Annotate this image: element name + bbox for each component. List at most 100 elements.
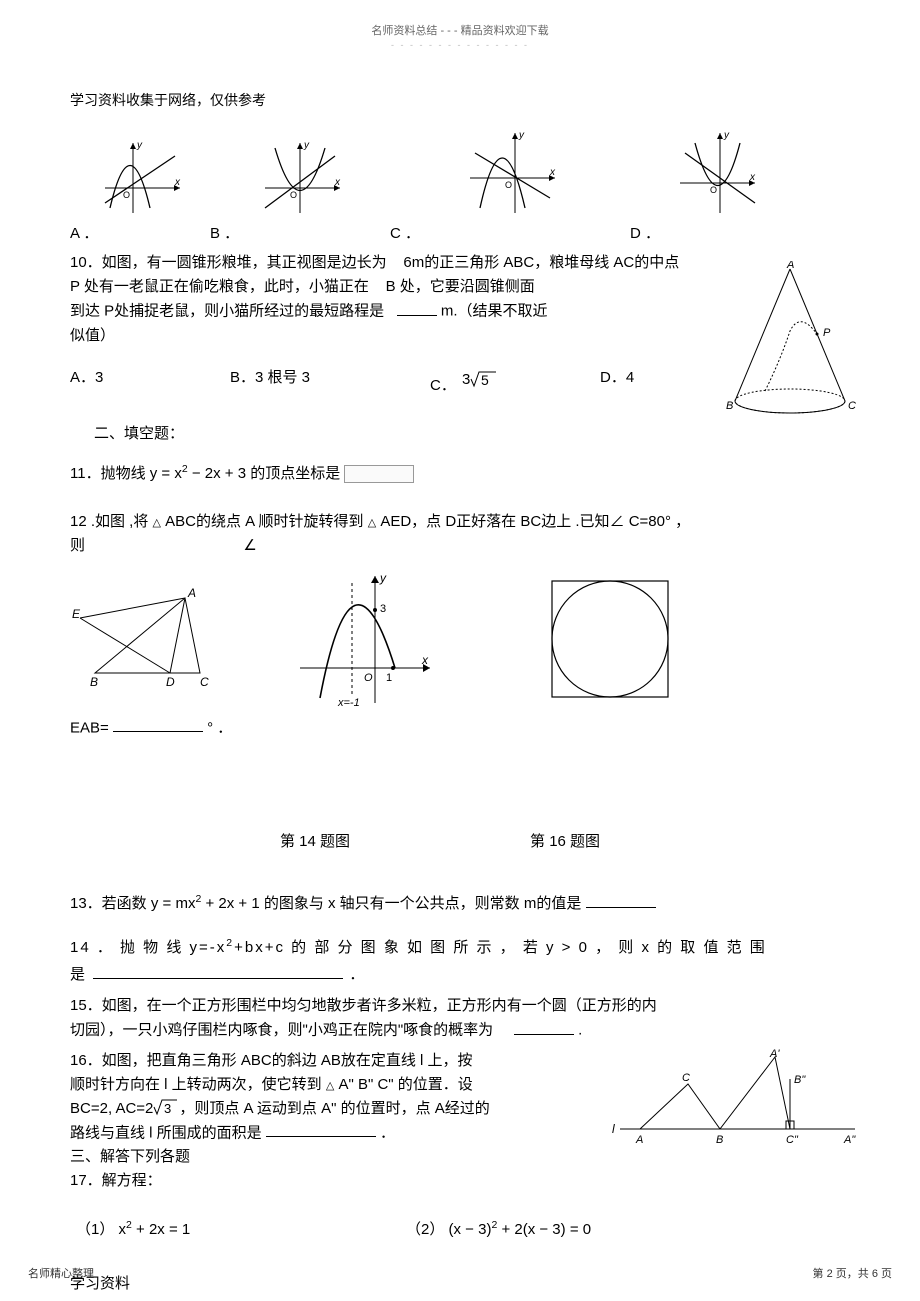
figure-labels-row: 第 14 题图 第 16 题图	[70, 830, 850, 851]
q15-l1: 15．如图，在一个正方形围栏中均匀地散步者许多米粒，正方形内有一个圆（正方形的内	[70, 997, 657, 1014]
svg-text:B": B"	[794, 1074, 806, 1086]
svg-text:B: B	[716, 1134, 723, 1146]
svg-text:E: E	[72, 607, 81, 621]
q10-l3b: m.（结果不取近	[441, 303, 548, 320]
q16-blank	[266, 1121, 376, 1138]
q17-eq2: （2） (x − 3)2 + 2(x − 3) = 0	[406, 1217, 591, 1242]
q10-opt-a: A．3	[70, 366, 230, 398]
question-13: 13．若函数 y = mx2 + 2x + 1 的图象与 x 轴只有一个公共点，…	[70, 891, 850, 916]
q14-l1a: 14 ． 抛 物 线 y=-x	[70, 939, 226, 956]
q17-eq1-suf: + 2x = 1	[132, 1221, 190, 1238]
q9-option-c: x y O C ．	[390, 128, 630, 243]
q13-pre: 13．若函数 y = mx	[70, 895, 195, 912]
q16-l2a: 顺时针方向在 l 上转动两次，使它转到	[70, 1076, 322, 1093]
q10-opt-c: C． 35	[430, 366, 600, 398]
q12-eab: EAB= ° ．	[70, 716, 850, 741]
q10-blank	[397, 299, 437, 316]
q12-eab-pre: EAB=	[70, 719, 113, 736]
graph-a-icon: x y O	[95, 138, 185, 218]
q9-option-a: x y O A ．	[70, 138, 210, 243]
svg-text:1: 1	[386, 672, 392, 684]
svg-text:x: x	[334, 177, 341, 188]
question-15: 15．如图，在一个正方形围栏中均匀地散步者许多米粒，正方形内有一个圆（正方形的内…	[70, 994, 850, 1043]
q15-l2a: 切园），一只小鸡仔围栏内啄食，则"小鸡正在院内"啄食的概率为	[70, 1022, 493, 1039]
question-11: 11．抛物线 y = x2 − 2x + 3 的顶点坐标是	[70, 461, 850, 486]
graph-b-icon: x y O	[255, 138, 345, 218]
svg-text:O: O	[290, 190, 297, 200]
svg-text:C: C	[682, 1072, 690, 1084]
q9-label-a: A ．	[70, 222, 98, 243]
q11-blank	[344, 465, 414, 483]
q14-blank	[93, 963, 343, 980]
q11-mid: − 2x + 3 的顶点坐标是	[188, 465, 345, 482]
question-10: 10．如图，有一圆锥形粮堆，其正视图是边长为 6m的正三角形 ABC，粮堆母线 …	[70, 251, 850, 398]
rolling-triangle-icon: l A B C A' B" C" A"	[610, 1049, 860, 1149]
svg-text:A: A	[635, 1134, 643, 1146]
q16-l4a: 路线与直线 l 所围成的面积是	[70, 1124, 266, 1141]
q14-suf: ．	[349, 966, 366, 983]
q12-blank	[113, 716, 203, 733]
question-12: 12 .如图 ,将 △ ABC的绕点 A 顺时针旋转得到 △ AED，点 D正好…	[70, 510, 850, 741]
graph-c-icon: x y O	[460, 128, 560, 218]
q14-l1b: +bx+c 的 部 分 图 象 如 图 所 示 ， 若 y > 0 ， 则 x …	[234, 939, 767, 956]
q17-eq1-pre: （1） x	[76, 1221, 126, 1238]
svg-text:A: A	[786, 261, 794, 271]
q17-eq2-pre: （2） (x − 3)	[406, 1221, 491, 1238]
q9-label-b: B ．	[210, 222, 239, 243]
svg-text:O: O	[505, 180, 512, 190]
q16-l2b: A" B" C" 的位置．设	[338, 1076, 472, 1093]
svg-text:C: C	[200, 675, 209, 689]
footer-left: 名师精心整理	[28, 1265, 94, 1281]
svg-text:A": A"	[843, 1134, 856, 1146]
q13-mid: + 2x + 1 的图象与 x 轴只有一个公共点，则常数 m的值是	[201, 895, 585, 912]
graph-d-icon: x y O	[670, 128, 760, 218]
svg-text:3: 3	[164, 1101, 171, 1116]
q10-l1b: 6m的正三角形 ABC，粮堆母线 AC的中点	[403, 254, 679, 271]
fig-14-label: 第 14 题图	[280, 830, 350, 851]
q14-l2: 是	[70, 966, 93, 983]
reference-line: 学习资料收集于网络，仅供参考	[70, 90, 850, 110]
q9-option-b: x y O B ．	[210, 138, 390, 243]
svg-text:B: B	[726, 400, 733, 412]
q12-tri2: △	[368, 517, 376, 529]
q9-label-d: D ．	[630, 222, 660, 243]
section-3-heading: 三、解答下列各题	[70, 1145, 850, 1169]
q12-l2b: ∠	[243, 537, 256, 554]
q12-eab-suf: ° ．	[207, 719, 232, 736]
q16-l1: 16．如图，把直角三角形 ABC的斜边 AB放在定直线 l 上，按	[70, 1052, 473, 1069]
q10-l3a: 到达 P处捕捉老鼠，则小猫所经过的最短路程是	[70, 303, 384, 320]
svg-text:O: O	[364, 672, 373, 684]
square-circle-icon	[540, 573, 680, 703]
q16-l3a: BC=2, AC=2	[70, 1100, 153, 1117]
q10-opt-d: D．4	[600, 366, 700, 398]
svg-text:l: l	[612, 1122, 615, 1136]
q17-eq1: （1） x2 + 2x = 1	[76, 1217, 406, 1242]
q16-l3b: ，则顶点 A 运动到点 A" 的位置时，点 A经过的	[179, 1100, 489, 1117]
svg-text:B: B	[90, 675, 98, 689]
q12-l1a: 12 .如图 ,将	[70, 513, 148, 530]
sqrt5-icon: 35	[460, 366, 500, 390]
svg-text:x: x	[174, 177, 181, 188]
svg-text:y: y	[136, 140, 143, 151]
svg-text:C": C"	[786, 1134, 799, 1146]
svg-text:A: A	[187, 586, 196, 600]
svg-text:x=-1: x=-1	[337, 697, 360, 708]
svg-text:y: y	[303, 140, 310, 151]
sqrt3-icon: 3	[153, 1098, 179, 1116]
q10-l2b: B 处，它要沿圆锥侧面	[386, 278, 535, 295]
q10-opt-b: B．3 根号 3	[230, 366, 430, 398]
question-16: 16．如图，把直角三角形 ABC的斜边 AB放在定直线 l 上，按 顺时针方向在…	[70, 1049, 850, 1297]
q14-exp: 2	[226, 937, 234, 949]
svg-text:P: P	[823, 327, 831, 339]
page-header-sub: - - - - - - - - - - - - - - -	[0, 40, 920, 50]
q17-title: 17．解方程：	[70, 1169, 850, 1193]
fig-16-label: 第 16 题图	[530, 830, 600, 851]
svg-text:5: 5	[481, 372, 489, 388]
q10-l2a: P 处有一老鼠正在偷吃粮食，此时，小猫正在	[70, 278, 369, 295]
page-header: 名师资料总结 - - - 精品资料欢迎下载	[0, 0, 920, 38]
svg-text:O: O	[710, 185, 717, 195]
learning-material-label: 学习资料	[70, 1272, 850, 1296]
svg-text:x: x	[421, 653, 429, 667]
q13-blank	[586, 892, 656, 909]
parabola-q14-icon: x y O 1 3 x=-1	[290, 568, 440, 708]
